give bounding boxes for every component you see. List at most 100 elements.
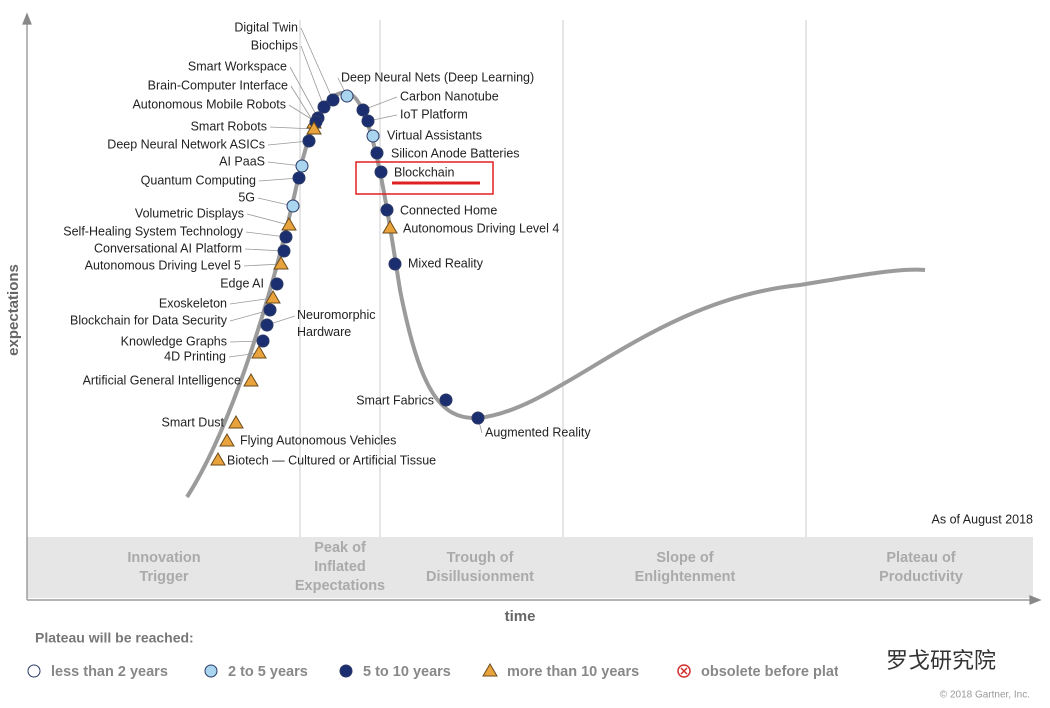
item-label: Flying Autonomous Vehicles — [240, 433, 396, 447]
leader-line — [229, 309, 271, 322]
phase-label: Disillusionment — [426, 569, 534, 585]
item-marker — [251, 345, 267, 359]
leader-line — [269, 126, 315, 130]
legend-marker — [339, 664, 353, 678]
item-label: Artificial General Intelligence — [83, 373, 241, 387]
item-label: Self-Healing System Technology — [63, 224, 243, 238]
item-label: Brain-Computer Interface — [148, 78, 288, 92]
x-axis-label: time — [505, 608, 536, 625]
leader-line — [300, 45, 325, 108]
phase-label: Inflated — [314, 559, 366, 575]
item-label: 4D Printing — [164, 349, 226, 363]
item-marker — [273, 256, 289, 270]
item-marker — [279, 230, 293, 244]
legend-label: obsolete before plateau — [701, 664, 864, 680]
item-label: AI PaaS — [219, 154, 265, 168]
item-marker — [471, 411, 485, 425]
item-marker — [374, 165, 388, 179]
item-label: Exoskeleton — [159, 296, 227, 310]
item-marker — [382, 220, 398, 234]
phase-label: Expectations — [295, 578, 385, 594]
item-label: Virtual Assistants — [387, 128, 482, 142]
item-label: Biochips — [251, 38, 298, 52]
item-marker — [361, 114, 375, 128]
watermark-bg — [838, 645, 1050, 681]
item-label: Quantum Computing — [141, 173, 256, 187]
item-marker — [292, 171, 306, 185]
item-label: Autonomous Driving Level 4 — [403, 221, 559, 235]
item-marker — [340, 89, 354, 103]
item-label: 5G — [238, 190, 255, 204]
item-marker — [260, 318, 274, 332]
leader-line — [246, 213, 290, 226]
phase-label: Trigger — [139, 569, 189, 585]
phase-label: Trough of — [447, 550, 514, 566]
item-marker — [263, 303, 277, 317]
item-marker — [306, 121, 322, 135]
legend-marker — [27, 664, 41, 678]
leader-line — [243, 263, 282, 267]
item-marker — [317, 100, 331, 114]
item-label: Edge AI — [220, 276, 264, 290]
highlight-box — [355, 161, 494, 195]
leader-line — [290, 85, 315, 124]
item-label: Blockchain — [394, 165, 454, 179]
leader-line — [258, 177, 300, 182]
item-label: Smart Dust — [161, 415, 224, 429]
legend-label: less than 2 years — [51, 664, 168, 680]
item-marker — [277, 244, 291, 258]
item-label: Autonomous Driving Level 5 — [85, 258, 241, 272]
item-marker — [265, 290, 281, 304]
item-marker — [286, 199, 300, 213]
item-label: Digital Twin — [234, 20, 298, 34]
phase-label: Peak of — [314, 540, 366, 556]
item-marker — [228, 415, 244, 429]
legend-label: 2 to 5 years — [228, 664, 308, 680]
axes — [22, 12, 1042, 605]
watermark: 罗戈研究院 — [886, 648, 996, 673]
item-label: IoT Platform — [400, 107, 468, 121]
item-marker — [302, 134, 316, 148]
item-label: Smart Workspace — [188, 59, 287, 73]
item-label: Autonomous Mobile Robots — [132, 97, 286, 111]
phase-label: Enlightenment — [635, 569, 736, 585]
item-label: Carbon Nanotube — [400, 89, 499, 103]
leader-line — [267, 140, 310, 146]
item-marker — [270, 277, 284, 291]
item-label: Neuromorphic Hardware — [297, 308, 376, 339]
item-label: Deep Neural Nets (Deep Learning) — [341, 70, 534, 84]
item-label: Smart Fabrics — [356, 393, 434, 407]
item-marker — [388, 257, 402, 271]
dividers — [299, 20, 807, 537]
phase-label: Productivity — [879, 569, 963, 585]
item-marker — [380, 203, 394, 217]
item-marker — [295, 159, 309, 173]
leader-line — [289, 66, 319, 119]
leader-line — [300, 27, 334, 101]
phase-band — [27, 537, 1033, 598]
item-marker — [256, 334, 270, 348]
y-axis-label: expectations — [5, 264, 22, 356]
leader-line — [245, 231, 287, 238]
item-label: Conversational AI Platform — [94, 241, 242, 255]
phase-label: Slope of — [656, 550, 713, 566]
item-label: Blockchain for Data Security — [70, 313, 228, 327]
item-label: Knowledge Graphs — [121, 334, 227, 348]
item-marker — [281, 217, 297, 231]
legend-label: more than 10 years — [507, 664, 639, 680]
phase-label: Innovation — [127, 550, 200, 566]
item-marker — [366, 129, 380, 143]
item-label: Deep Neural Network ASICs — [107, 137, 265, 151]
item-label: Mixed Reality — [408, 256, 484, 270]
legend-marker — [482, 663, 498, 677]
copyright: © 2018 Gartner, Inc. — [940, 690, 1030, 701]
item-label: Connected Home — [400, 203, 497, 217]
legend-marker — [680, 667, 688, 675]
legend-label: 5 to 10 years — [363, 664, 451, 680]
item-marker — [326, 93, 340, 107]
legend-marker — [204, 664, 218, 678]
as-of: As of August 2018 — [932, 512, 1034, 526]
item-marker — [370, 146, 384, 160]
